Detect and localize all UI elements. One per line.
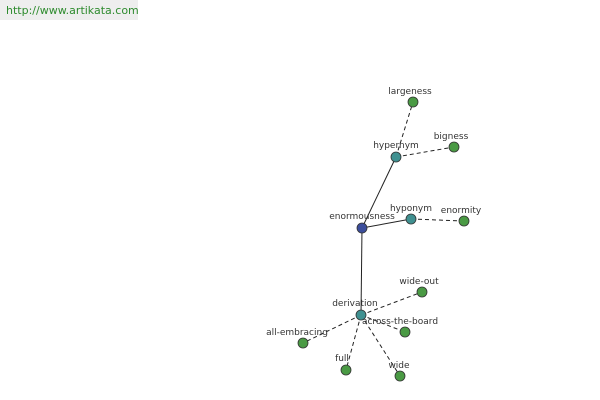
node-label: hyponym xyxy=(390,204,432,214)
node-label: enormousness xyxy=(329,212,395,222)
node-label: hypernym xyxy=(373,141,419,151)
node-label: across-the-board xyxy=(362,317,438,327)
node[interactable] xyxy=(394,370,406,382)
edge xyxy=(361,218,412,229)
node-label: wide-out xyxy=(399,277,439,287)
node[interactable] xyxy=(399,326,411,338)
node[interactable] xyxy=(405,213,417,225)
node[interactable] xyxy=(340,364,352,376)
node[interactable] xyxy=(448,141,460,153)
edge xyxy=(302,314,362,344)
edge xyxy=(395,146,455,158)
node-label: bigness xyxy=(434,132,469,142)
node[interactable] xyxy=(458,215,470,227)
node[interactable] xyxy=(390,151,402,163)
nodes xyxy=(297,96,470,382)
node-label: all-embracing xyxy=(266,328,328,338)
edge xyxy=(395,101,414,158)
edge xyxy=(360,314,406,333)
node[interactable] xyxy=(355,309,367,321)
node-label: largeness xyxy=(388,87,432,97)
edge xyxy=(361,156,397,229)
node[interactable] xyxy=(356,222,368,234)
node-label: full xyxy=(335,354,349,364)
site-link[interactable]: http://www.artikata.com xyxy=(0,0,139,20)
edge xyxy=(360,291,423,316)
node-label: enormity xyxy=(441,206,482,216)
edge xyxy=(345,314,362,371)
node[interactable] xyxy=(297,337,309,349)
edge xyxy=(360,227,363,316)
edge xyxy=(410,218,465,222)
node[interactable] xyxy=(407,96,419,108)
edge xyxy=(360,314,401,377)
labels: enormousness hypernym hyponym derivation… xyxy=(266,87,482,371)
edges xyxy=(302,101,465,377)
node-label: wide xyxy=(388,361,410,371)
node-label: derivation xyxy=(332,299,378,309)
node[interactable] xyxy=(416,286,428,298)
